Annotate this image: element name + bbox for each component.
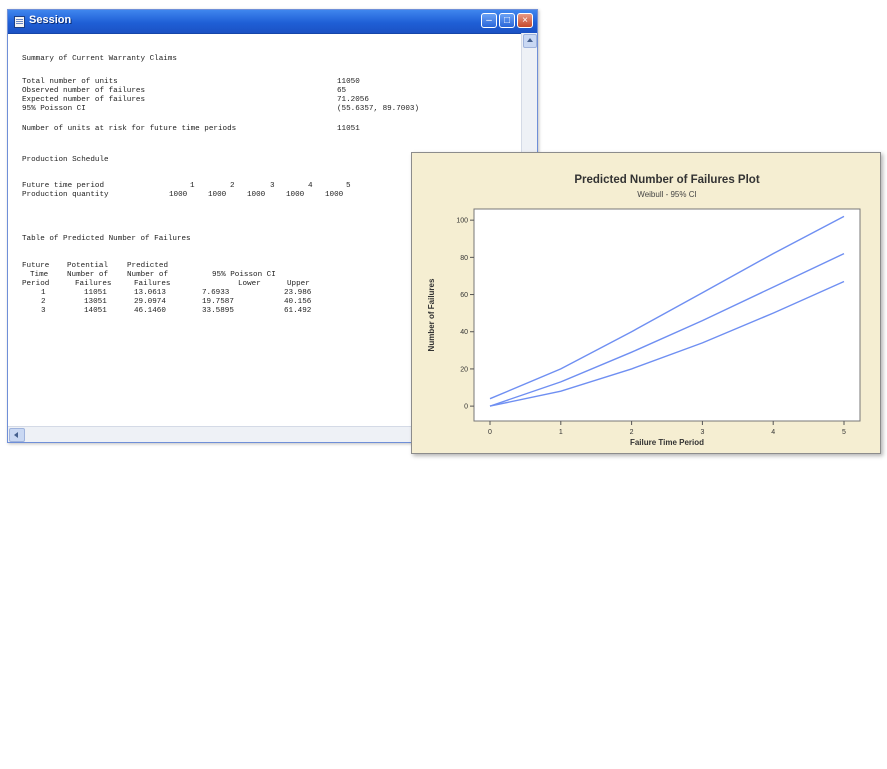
table-cell-1-3: 19.7587 bbox=[202, 298, 234, 306]
units-at-risk-value: 11051 bbox=[337, 125, 360, 133]
y-tick-label: 80 bbox=[460, 255, 468, 262]
table-cell-2-4: 61.492 bbox=[284, 307, 312, 315]
production-qty-2: 1000 bbox=[208, 191, 227, 199]
table-cell-2-1: 14051 bbox=[84, 307, 107, 315]
graph-window: Predicted Number of Failures Plot Weibul… bbox=[411, 152, 881, 454]
production-period-label: Future time period bbox=[22, 182, 105, 190]
table-header-2-0: Period bbox=[22, 280, 50, 288]
table-cell-0-2: 13.0613 bbox=[134, 289, 166, 297]
summary-value-1: 65 bbox=[337, 87, 347, 95]
table-header-1-1: Number of bbox=[67, 271, 109, 279]
table-header-0-2: Predicted bbox=[127, 262, 169, 270]
x-tick-label: 0 bbox=[488, 429, 492, 436]
x-tick-label: 2 bbox=[630, 429, 634, 436]
summary-value-3: (55.6357, 89.7003) bbox=[337, 105, 420, 113]
y-tick-label: 60 bbox=[460, 292, 468, 299]
table-header-2-4: Upper bbox=[287, 280, 310, 288]
production-qty-label: Production quantity bbox=[22, 191, 109, 199]
scroll-up-icon[interactable] bbox=[523, 34, 537, 48]
x-tick-label: 1 bbox=[559, 429, 563, 436]
series-line-1 bbox=[489, 252, 845, 407]
production-heading: Production Schedule bbox=[22, 156, 109, 164]
production-period-4: 4 bbox=[308, 182, 313, 190]
series-lines bbox=[489, 215, 845, 407]
plot-area bbox=[473, 208, 861, 422]
maximize-button[interactable]: □ bbox=[499, 13, 515, 28]
table-cell-2-3: 33.5895 bbox=[202, 307, 234, 315]
session-output: Summary of Current Warranty Claims Total… bbox=[22, 54, 513, 424]
table-cell-1-1: 13051 bbox=[84, 298, 107, 306]
table-cell-1-2: 29.0974 bbox=[134, 298, 166, 306]
summary-label-3: 95% Poisson CI bbox=[22, 105, 86, 113]
summary-value-2: 71.2056 bbox=[337, 96, 369, 104]
production-qty-5: 1000 bbox=[325, 191, 344, 199]
table-cell-0-3: 7.6933 bbox=[202, 289, 230, 297]
table-header-0-1: Potential bbox=[67, 262, 109, 270]
series-line-0 bbox=[489, 215, 845, 400]
production-period-1: 1 bbox=[190, 182, 195, 190]
production-period-2: 2 bbox=[230, 182, 235, 190]
horizontal-scrollbar[interactable] bbox=[8, 426, 537, 442]
table-heading: Table of Predicted Number of Failures bbox=[22, 235, 191, 243]
session-window-icon bbox=[14, 16, 25, 28]
summary-label-2: Expected number of failures bbox=[22, 96, 146, 104]
table-cell-0-0: 1 bbox=[41, 289, 46, 297]
y-tick-label: 100 bbox=[456, 218, 468, 225]
summary-value-0: 11050 bbox=[337, 78, 360, 86]
summary-heading: Summary of Current Warranty Claims bbox=[22, 55, 177, 63]
session-titlebar[interactable]: Session – □ × bbox=[8, 10, 537, 34]
production-qty-3: 1000 bbox=[247, 191, 266, 199]
y-tick-label: 20 bbox=[460, 366, 468, 373]
chart-title: Predicted Number of Failures Plot bbox=[574, 174, 759, 186]
series-line-2 bbox=[489, 280, 845, 407]
y-tick-label: 0 bbox=[464, 404, 468, 411]
units-at-risk-label: Number of units at risk for future time … bbox=[22, 125, 237, 133]
x-tick-label: 3 bbox=[700, 429, 704, 436]
production-qty-1: 1000 bbox=[169, 191, 188, 199]
table-cell-2-0: 3 bbox=[41, 307, 46, 315]
table-header-0-0: Future bbox=[22, 262, 50, 270]
close-button[interactable]: × bbox=[517, 13, 533, 28]
y-tick-label: 40 bbox=[460, 329, 468, 336]
table-cell-0-1: 11051 bbox=[84, 289, 107, 297]
session-title: Session bbox=[29, 14, 72, 26]
table-cell-1-4: 40.156 bbox=[284, 298, 312, 306]
failures-plot: Predicted Number of Failures Plot Weibul… bbox=[427, 174, 861, 447]
production-period-5: 5 bbox=[346, 182, 351, 190]
axis-ticks: 0 1 2 3 4 5 0 20 40 60 80 100 bbox=[456, 218, 846, 436]
production-period-3: 3 bbox=[270, 182, 275, 190]
table-header-2-2: Failures bbox=[134, 280, 171, 288]
table-cell-1-0: 2 bbox=[41, 298, 46, 306]
table-header-1-2: Number of bbox=[127, 271, 169, 279]
x-axis-label: Failure Time Period bbox=[630, 438, 704, 447]
summary-label-1: Observed number of failures bbox=[22, 87, 146, 95]
scroll-left-icon[interactable] bbox=[9, 428, 25, 442]
y-axis-label: Number of Failures bbox=[427, 278, 436, 351]
table-header-2-3: Lower bbox=[238, 280, 261, 288]
production-qty-4: 1000 bbox=[286, 191, 305, 199]
table-header-1-0: Time bbox=[30, 271, 49, 279]
chart-subtitle: Weibull - 95% CI bbox=[637, 190, 696, 199]
table-cell-0-4: 23.986 bbox=[284, 289, 312, 297]
table-header-1-3: 95% Poisson CI bbox=[212, 271, 276, 279]
x-tick-label: 4 bbox=[771, 429, 775, 436]
table-cell-2-2: 46.1460 bbox=[134, 307, 166, 315]
minimize-button[interactable]: – bbox=[481, 13, 497, 28]
x-tick-label: 5 bbox=[842, 429, 846, 436]
table-header-2-1: Failures bbox=[75, 280, 112, 288]
summary-label-0: Total number of units bbox=[22, 78, 118, 86]
